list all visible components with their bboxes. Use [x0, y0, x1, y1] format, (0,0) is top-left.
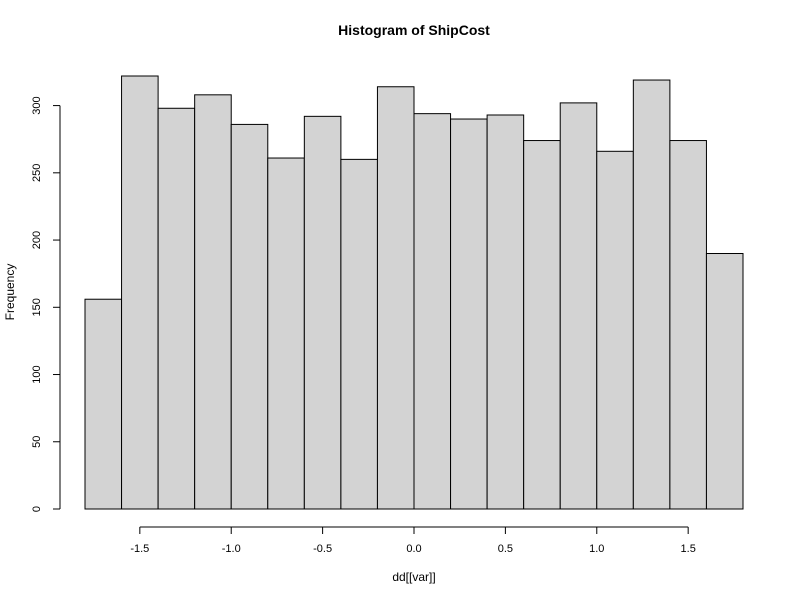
histogram-bar — [267, 157, 305, 510]
histogram-bar — [84, 298, 123, 510]
x-tick-label: -1.0 — [222, 543, 241, 555]
histogram-bar — [705, 253, 744, 510]
x-tick-label: 0.5 — [498, 543, 513, 555]
x-tick-label: 0.0 — [406, 543, 421, 555]
histogram-bar — [596, 150, 634, 510]
histogram-bar — [157, 107, 196, 510]
y-tick-label: 200 — [31, 231, 43, 249]
bars-group — [84, 75, 744, 510]
histogram-bar — [413, 113, 452, 510]
y-axis-label: Frequency — [3, 264, 17, 321]
histogram-bar — [450, 118, 488, 510]
x-tick-label: -0.5 — [313, 543, 332, 555]
histogram-bar — [303, 115, 342, 510]
histogram-bar — [230, 123, 269, 510]
histogram-bar — [340, 158, 378, 510]
y-tick-label: 150 — [31, 298, 43, 316]
histogram-bar — [121, 75, 159, 510]
y-axis: 0 50 100 150 200 250 300 — [31, 96, 61, 512]
histogram-bar — [632, 79, 671, 510]
y-tick-label: 100 — [31, 365, 43, 383]
histogram-bar — [376, 86, 415, 510]
histogram-bar — [486, 114, 525, 510]
x-axis-label: dd[[var]] — [392, 570, 435, 584]
x-tick-label: -1.5 — [130, 543, 149, 555]
y-tick-label: 0 — [31, 506, 43, 512]
chart-title: Histogram of ShipCost — [338, 22, 490, 38]
x-tick-label: 1.0 — [589, 543, 604, 555]
x-tick-label: 1.5 — [681, 543, 696, 555]
histogram-bar — [194, 94, 232, 510]
y-tick-label: 250 — [31, 164, 43, 182]
histogram-bar — [559, 102, 598, 510]
y-tick-label: 50 — [31, 436, 43, 448]
histogram-bar — [523, 140, 561, 510]
y-tick-label: 300 — [31, 96, 43, 114]
histogram-bar — [669, 140, 707, 510]
x-axis: -1.5 -1.0 -0.5 0.0 0.5 1.0 1.5 — [130, 526, 696, 555]
